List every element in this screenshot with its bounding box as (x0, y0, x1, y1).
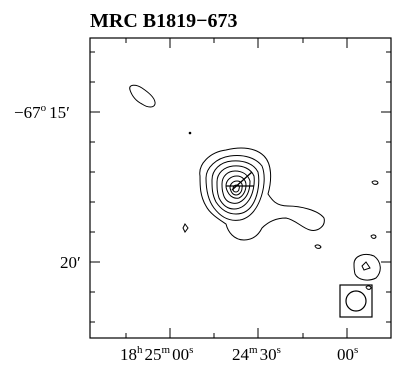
contour-upper-left (129, 84, 156, 108)
contour-small-left (182, 223, 189, 233)
contour-level-5 (221, 170, 251, 204)
contour-level-7 (229, 180, 243, 196)
contour-level-8 (232, 184, 240, 193)
contour-level-3 (211, 160, 260, 215)
contour-small-right (371, 180, 379, 185)
beam-box (339, 284, 373, 318)
contour-level-2 (205, 155, 265, 221)
beam-ellipse (345, 290, 367, 312)
contour-level-6 (225, 175, 247, 199)
x-tick-label-1: 18h 25m 00s (120, 344, 193, 364)
contour-dot (188, 131, 192, 135)
beam (339, 284, 373, 318)
tick-marks (90, 38, 391, 338)
contours (129, 84, 381, 290)
contour-lower-right-inner (361, 261, 371, 271)
cross-diagonal (231, 171, 253, 191)
chart-title: MRC B1819−673 (90, 10, 238, 32)
contour-lower-right (353, 253, 381, 281)
contour-small-mid (314, 244, 322, 249)
contour-lower-right-small (365, 285, 372, 290)
contour-level-4 (216, 165, 255, 210)
contour-small-right-2 (370, 234, 377, 239)
y-tick-label-2: 20′ (60, 253, 81, 272)
contour-level-1 (199, 147, 325, 241)
plot-frame (89, 37, 392, 339)
x-tick-label-2: 24m 30s (232, 344, 281, 364)
x-tick-label-3: 00s (337, 344, 358, 364)
y-tick-label-1: −67o 15′ (14, 102, 70, 122)
